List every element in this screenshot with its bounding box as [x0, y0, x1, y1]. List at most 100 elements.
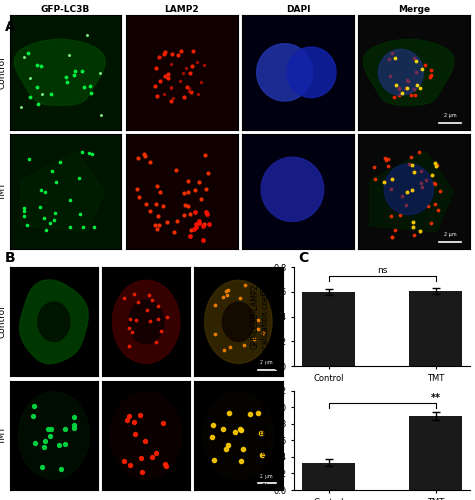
Point — [38, 186, 45, 194]
Point — [416, 148, 423, 156]
Point — [123, 416, 131, 424]
Point — [193, 58, 200, 66]
Point — [19, 207, 27, 215]
Point — [236, 294, 243, 302]
Point — [391, 54, 399, 62]
Point — [160, 50, 168, 58]
Point — [257, 428, 265, 436]
Point — [422, 176, 429, 184]
Polygon shape — [222, 302, 254, 342]
Point — [392, 81, 400, 89]
Y-axis label: GFP-LC3B-LAMP2
colocalization coefficient: GFP-LC3B-LAMP2 colocalization coefficien… — [251, 269, 270, 364]
Point — [186, 232, 194, 239]
Point — [48, 167, 56, 175]
Point — [195, 90, 202, 98]
Text: 2 μm: 2 μm — [260, 474, 273, 479]
Point — [27, 93, 34, 101]
Point — [181, 201, 189, 209]
Point — [409, 223, 417, 231]
Point — [141, 150, 148, 158]
Point — [196, 178, 203, 186]
Point — [40, 214, 48, 222]
Point — [180, 211, 188, 219]
Point — [404, 76, 411, 84]
Point — [199, 236, 207, 244]
Polygon shape — [379, 50, 423, 96]
Point — [433, 161, 441, 169]
Point — [184, 202, 192, 210]
Point — [171, 228, 178, 236]
Point — [167, 84, 175, 92]
Point — [402, 84, 410, 92]
Point — [169, 94, 177, 102]
Point — [162, 72, 169, 80]
Point — [76, 210, 84, 218]
Text: 2 μm: 2 μm — [260, 360, 273, 366]
Point — [224, 286, 232, 294]
Y-axis label: Yellow puncta:Red puncta: Yellow puncta:Red puncta — [261, 391, 270, 490]
Point — [167, 83, 175, 91]
Point — [42, 226, 50, 234]
Point — [209, 422, 216, 430]
Point — [120, 294, 128, 302]
Point — [163, 312, 171, 320]
Point — [180, 68, 187, 76]
Point — [382, 156, 390, 164]
Point — [223, 291, 230, 299]
Point — [57, 465, 65, 473]
Point — [152, 64, 160, 72]
Polygon shape — [111, 392, 181, 479]
Point — [160, 90, 167, 98]
Text: 2 μm: 2 μm — [444, 232, 456, 237]
Point — [17, 103, 25, 111]
Polygon shape — [370, 152, 454, 232]
Point — [254, 316, 261, 324]
Point — [61, 425, 68, 433]
Point — [53, 178, 60, 186]
Text: C: C — [299, 250, 309, 264]
Point — [48, 424, 55, 432]
Point — [410, 231, 418, 239]
Point — [137, 454, 145, 462]
Point — [231, 428, 239, 436]
Point — [246, 410, 254, 418]
Point — [190, 226, 198, 234]
Point — [139, 468, 146, 476]
Point — [189, 46, 196, 54]
Point — [152, 200, 160, 208]
Point — [63, 73, 70, 81]
Point — [208, 433, 216, 441]
Point — [70, 424, 77, 432]
Point — [220, 346, 228, 354]
Point — [172, 166, 180, 174]
Point — [421, 60, 428, 68]
Point — [427, 70, 435, 78]
Point — [41, 188, 49, 196]
Point — [188, 88, 195, 96]
Point — [134, 298, 142, 306]
Point — [198, 78, 205, 86]
Point — [417, 228, 424, 235]
Point — [417, 180, 425, 188]
Polygon shape — [19, 280, 88, 363]
Point — [154, 316, 162, 324]
Point — [407, 91, 415, 99]
Point — [148, 296, 155, 304]
Point — [153, 182, 161, 190]
Point — [381, 154, 389, 162]
Point — [81, 82, 88, 90]
Point — [431, 200, 438, 207]
Point — [241, 280, 248, 288]
Point — [66, 52, 73, 60]
Point — [411, 86, 418, 94]
Point — [212, 302, 219, 310]
Point — [388, 212, 395, 220]
Polygon shape — [287, 47, 336, 98]
Point — [417, 168, 425, 175]
Point — [226, 342, 233, 350]
Polygon shape — [14, 40, 105, 106]
Point — [56, 441, 63, 449]
Point — [418, 184, 426, 192]
Point — [174, 50, 182, 58]
Point — [152, 450, 159, 458]
